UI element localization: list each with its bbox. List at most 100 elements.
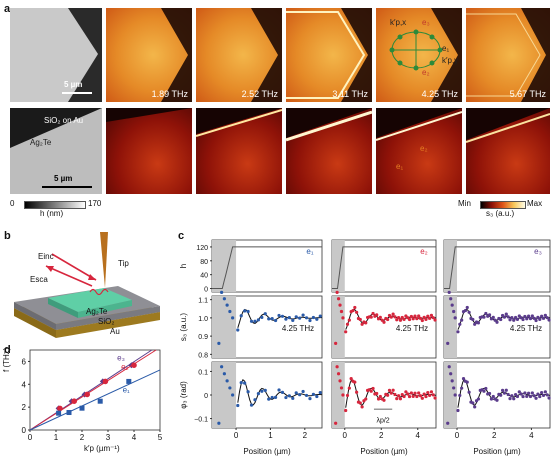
c-data-point	[540, 390, 544, 395]
c-data-point	[228, 309, 232, 314]
s3-colorbar-label: s₃ (a.u.)	[486, 209, 515, 218]
c-data-point	[236, 328, 240, 332]
c-ytick-label: 0	[204, 393, 208, 400]
c-shaded-region	[444, 240, 458, 292]
experiment-schematic	[14, 232, 160, 338]
freq-label-4: 4.25 THz	[421, 89, 458, 99]
c-data-point	[508, 397, 512, 401]
c-data-point	[530, 391, 534, 395]
c-data-point	[471, 401, 475, 405]
c-data-point	[349, 377, 353, 381]
c-data-point	[453, 316, 457, 320]
c-data-point	[263, 388, 267, 392]
c-data-point	[407, 317, 412, 322]
c-xtick-label: 0	[455, 431, 460, 440]
c-data-point	[336, 297, 341, 301]
c-data-point	[487, 391, 492, 396]
d-ytick-label: 2	[22, 403, 27, 412]
c-ytick-label: 0	[204, 287, 208, 294]
c-data-point	[482, 315, 486, 319]
c-data-point	[231, 316, 235, 320]
c-data-point	[426, 314, 430, 318]
c-data-point	[220, 290, 224, 294]
c-data-point	[270, 395, 274, 400]
c-data-point	[222, 372, 226, 376]
c-data-point	[360, 322, 364, 326]
c-data-point	[450, 303, 454, 307]
c-data-point	[353, 380, 357, 384]
c-data-point	[528, 394, 533, 399]
c-data-point	[344, 408, 348, 413]
c-data-point	[510, 316, 514, 320]
kpx-label: k′p,x	[390, 18, 407, 27]
c-ytick-label: 40	[200, 273, 208, 280]
c-data-point	[463, 308, 467, 313]
c-data-point	[512, 318, 516, 322]
c-data-point	[495, 320, 499, 324]
c-data-point	[417, 391, 421, 395]
c-data-point	[413, 314, 417, 318]
c-ytick-label: 0.8	[198, 352, 208, 359]
c-data-point	[519, 392, 523, 396]
c-data-point	[532, 394, 536, 398]
c-freq-label: 4.25 THz	[396, 324, 428, 333]
c-data-point	[217, 341, 221, 346]
c-data-point	[273, 318, 278, 323]
c-data-point	[267, 397, 271, 401]
d-data-point	[79, 405, 85, 411]
c-data-point	[294, 315, 298, 319]
s3-map-bottom-2	[196, 108, 282, 194]
c-data-point	[502, 391, 507, 395]
c-data-point	[225, 379, 229, 383]
c-data-point	[318, 391, 322, 395]
c-data-point	[335, 290, 339, 294]
sio2-on-au-label: SiO₂ on Au	[44, 116, 84, 125]
s3-map-f2: 2.52 THz	[196, 8, 282, 102]
c-shaded-region	[444, 296, 458, 358]
s3-map-bottom-1	[106, 108, 192, 194]
c-data-point	[393, 392, 397, 397]
freq-label-5: 5.67 THz	[509, 89, 546, 99]
c-data-point	[446, 341, 450, 346]
c-data-point	[428, 393, 432, 398]
c-data-point	[287, 394, 291, 398]
c-data-point	[449, 372, 453, 376]
c-data-point	[491, 315, 495, 319]
c-data-point	[417, 314, 421, 318]
c-data-point	[449, 297, 453, 301]
c-data-point	[545, 316, 549, 320]
c-data-point	[487, 313, 492, 317]
c-data-point	[301, 313, 305, 317]
c-data-point	[426, 390, 430, 395]
c-data-point	[375, 313, 379, 317]
c-data-point	[406, 392, 410, 396]
c-data-point	[407, 394, 412, 399]
kpy-label: k′p,y	[442, 56, 459, 65]
s3-map-bottom-4: e₂ e₁	[376, 108, 462, 194]
s3-map-f1: 1.89 THz	[106, 8, 192, 102]
c-data-point	[389, 315, 393, 319]
c-data-point	[249, 403, 254, 407]
scale-bar	[42, 186, 92, 188]
c-data-point	[355, 390, 359, 394]
sio2-label: SiO₂	[98, 317, 115, 326]
c-ytick-label: 1.1	[198, 298, 208, 305]
hexagon-shape	[10, 8, 98, 102]
c-data-point	[386, 317, 390, 322]
c-data-point	[220, 365, 224, 369]
c-data-point	[382, 398, 386, 402]
c-edge-label: e₂	[420, 247, 428, 256]
c-data-point	[532, 316, 536, 320]
s3-map-bottom-5	[466, 108, 550, 194]
c-data-point	[523, 391, 527, 395]
c-data-point	[341, 393, 345, 397]
c-data-point	[267, 317, 271, 321]
c-data-point	[467, 310, 471, 314]
d-xtick-label: 2	[80, 433, 85, 442]
c-shaded-region	[332, 240, 345, 292]
e2-label-bottom: e₂	[420, 144, 428, 153]
d-data-point	[102, 378, 109, 385]
d-data-point	[131, 362, 137, 368]
c-data-point	[243, 309, 247, 313]
c-data-point	[291, 318, 295, 322]
